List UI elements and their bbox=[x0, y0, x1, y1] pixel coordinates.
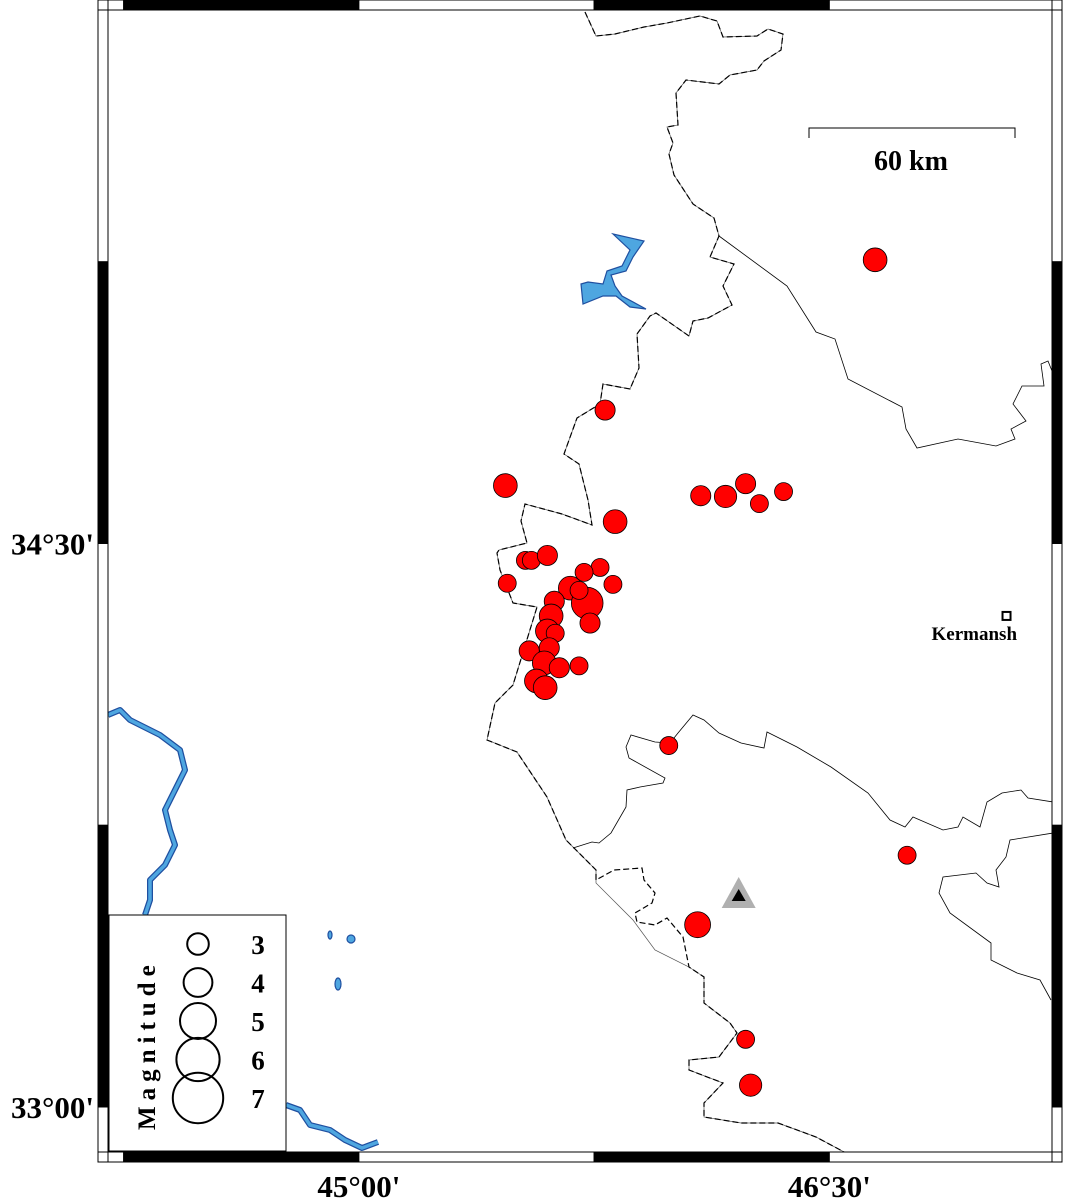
map-frame bbox=[97, 0, 1063, 1163]
earthquake-event bbox=[602, 509, 628, 534]
earthquake-event bbox=[659, 736, 679, 755]
x-tick-label: 46°30' bbox=[788, 1169, 871, 1200]
border-dashed bbox=[486, 11, 846, 1152]
y-tick-label: 34°30' bbox=[11, 526, 94, 561]
legend-circle bbox=[171, 1071, 225, 1125]
water-bodies bbox=[108, 232, 647, 1151]
earthquake-event bbox=[736, 1029, 755, 1049]
x-tick-label: 45°00' bbox=[317, 1169, 400, 1200]
scale-bar-label: 60 km bbox=[874, 146, 948, 177]
earthquake-event bbox=[690, 485, 712, 507]
city-label: Kermansh bbox=[932, 624, 1018, 645]
earthquake-event bbox=[569, 656, 589, 676]
earthquake-event bbox=[739, 1073, 763, 1097]
city-marker: Kermansh bbox=[932, 610, 1018, 645]
frame-segment bbox=[358, 0, 595, 11]
frame-segment bbox=[97, 824, 109, 1108]
reservoir-lake bbox=[580, 232, 647, 310]
pond bbox=[327, 930, 333, 940]
earthquake-events bbox=[493, 247, 917, 1097]
earthquake-event bbox=[497, 573, 517, 593]
legend-circle bbox=[179, 1002, 217, 1040]
river-south-fill bbox=[285, 1103, 379, 1150]
map-layers: Kermansh bbox=[108, 11, 1052, 1152]
pond bbox=[334, 977, 342, 991]
legend-circle bbox=[186, 932, 210, 956]
frame-segment bbox=[828, 1151, 1053, 1163]
earthquake-event bbox=[897, 845, 917, 865]
earthquake-event bbox=[594, 399, 616, 421]
legend-entries: 3 4 5 6 7 bbox=[171, 930, 265, 1125]
legend-label: 4 bbox=[251, 969, 265, 999]
earthquake-event bbox=[493, 473, 518, 498]
earthquake-event bbox=[749, 494, 769, 514]
frame-segment bbox=[1051, 261, 1063, 544]
scale-bar-line bbox=[808, 127, 1016, 138]
earthquake-event bbox=[536, 544, 558, 566]
map-border bbox=[107, 9, 1053, 1153]
frame-segment bbox=[828, 0, 1053, 11]
frame-segment bbox=[97, 261, 109, 544]
earthquake-event bbox=[603, 574, 623, 594]
earthquake-event bbox=[548, 657, 570, 679]
boundary-north bbox=[718, 235, 1052, 449]
earthquake-event bbox=[532, 675, 558, 700]
boundary-east bbox=[938, 832, 1052, 1001]
legend-label: 7 bbox=[251, 1084, 265, 1114]
boundary-middle bbox=[572, 714, 1052, 849]
provincial-boundaries bbox=[572, 235, 1052, 1001]
earthquake-event bbox=[735, 473, 757, 495]
frame-segment bbox=[123, 0, 360, 11]
axis-labels: 45°00' 46°30' 34°30' 33°00' bbox=[11, 526, 871, 1200]
pond bbox=[346, 934, 356, 944]
frame-segment bbox=[107, 0, 125, 11]
frame-segment bbox=[97, 542, 109, 826]
frame-segment bbox=[123, 1151, 360, 1163]
legend-label: 6 bbox=[251, 1046, 265, 1076]
earthquake-event bbox=[774, 482, 793, 501]
frame-segment bbox=[97, 9, 109, 263]
scale-bar: 60 km bbox=[808, 127, 1016, 177]
station-triangle-icon bbox=[731, 889, 746, 902]
earthquake-event bbox=[569, 580, 589, 600]
earthquake-event bbox=[579, 612, 601, 634]
frame-border bbox=[97, 0, 1063, 1163]
magnitude-legend: Magnitude 3 4 5 6 7 bbox=[108, 914, 287, 1152]
frame-segment bbox=[1051, 824, 1063, 1108]
frame-segment bbox=[1051, 1106, 1063, 1153]
legend-label: 3 bbox=[251, 930, 265, 960]
frame-segment bbox=[1051, 542, 1063, 826]
legend-title: Magnitude bbox=[134, 959, 161, 1130]
earthquake-event bbox=[574, 562, 594, 582]
frame-segment bbox=[358, 1151, 595, 1163]
river-west-fill bbox=[108, 708, 187, 916]
earthquake-event bbox=[713, 484, 738, 509]
frame-segment bbox=[1051, 9, 1063, 263]
city-square-icon bbox=[1001, 610, 1012, 621]
legend-circle bbox=[175, 1036, 221, 1083]
frame-segment bbox=[593, 0, 830, 11]
y-tick-label: 33°00' bbox=[11, 1090, 94, 1125]
earthquake-event bbox=[684, 911, 711, 939]
seismic-station bbox=[721, 877, 756, 909]
frame-segment bbox=[107, 1151, 125, 1163]
legend-circle bbox=[182, 967, 214, 998]
legend-label: 5 bbox=[251, 1007, 265, 1037]
earthquake-event bbox=[590, 558, 610, 577]
frame-segment bbox=[593, 1151, 830, 1163]
earthquake-event bbox=[862, 247, 888, 273]
frame-segment bbox=[97, 1106, 109, 1153]
